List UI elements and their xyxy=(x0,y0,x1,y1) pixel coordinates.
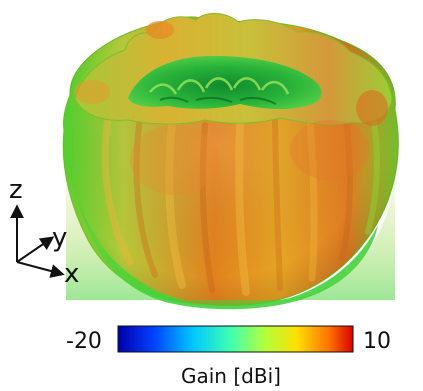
colorbar-gradient xyxy=(117,325,354,353)
pattern-center-hole xyxy=(128,55,322,110)
y-axis-label: y xyxy=(52,223,67,253)
colorbar-min-label: -20 xyxy=(66,329,102,354)
colorbar-max-label: 10 xyxy=(363,329,391,354)
y-axis-line xyxy=(16,236,55,263)
colorbar: -20 10 Gain [dBi] xyxy=(66,325,391,388)
pattern-surface-ridges xyxy=(101,107,380,296)
x-axis-label: x xyxy=(64,259,79,289)
axes-triad: z y x xyxy=(9,175,79,289)
colorbar-title: Gain [dBi] xyxy=(181,364,281,388)
radiation-pattern-3d xyxy=(62,13,399,310)
z-axis-label: z xyxy=(9,175,23,205)
x-axis-line xyxy=(16,261,65,278)
